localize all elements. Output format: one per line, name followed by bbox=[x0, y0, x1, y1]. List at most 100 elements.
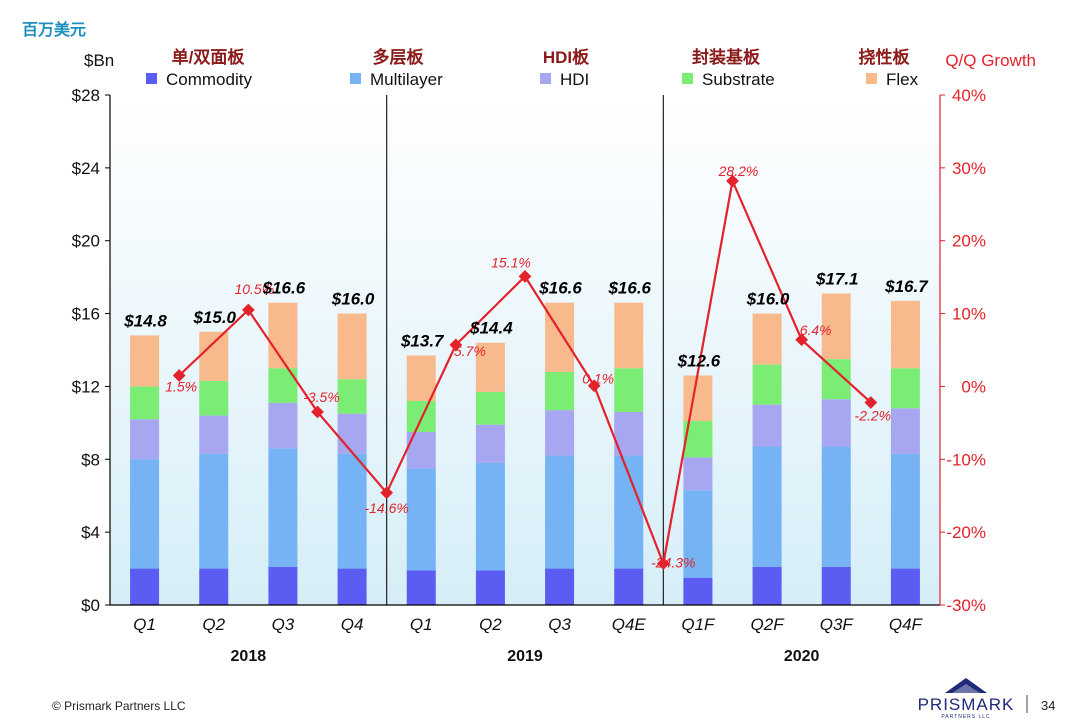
growth-label: -3.5% bbox=[303, 389, 340, 405]
bar-flex-3 bbox=[337, 313, 367, 380]
bar-multilayer-4 bbox=[406, 468, 436, 571]
unit-label-cn: 百万美元 bbox=[22, 20, 86, 39]
bar-multilayer-5 bbox=[475, 462, 505, 571]
bar-total-label: $17.1 bbox=[815, 270, 859, 289]
x-tick-label: Q2 bbox=[202, 615, 225, 634]
bar-substrate-9 bbox=[752, 364, 782, 405]
year-label: 2018 bbox=[231, 648, 267, 665]
y-left-axis-title: $Bn bbox=[84, 51, 114, 70]
bar-substrate-0 bbox=[130, 386, 160, 420]
x-tick-label: Q2 bbox=[479, 615, 502, 634]
bar-hdi-10 bbox=[821, 399, 851, 447]
y-left-tick-label: $20 bbox=[72, 232, 100, 251]
bar-hdi-0 bbox=[130, 419, 160, 460]
x-tick-label: Q1 bbox=[410, 615, 433, 634]
y-right-tick-label: 0% bbox=[961, 377, 986, 396]
y-right-tick-label: 20% bbox=[952, 232, 986, 251]
growth-label: -14.6% bbox=[364, 500, 408, 516]
x-tick-label: Q3F bbox=[820, 615, 855, 634]
growth-label: 1.5% bbox=[165, 379, 197, 395]
y-left-tick-label: $12 bbox=[72, 377, 100, 396]
bar-total-label: $16.6 bbox=[538, 279, 582, 298]
legend-cn-label: 多层板 bbox=[373, 47, 425, 67]
y-left-tick-label: $0 bbox=[81, 596, 100, 615]
bar-commodity-3 bbox=[337, 568, 367, 605]
bar-flex-5 bbox=[475, 342, 505, 392]
bar-multilayer-9 bbox=[752, 446, 782, 567]
bar-total-label: $16.6 bbox=[607, 279, 651, 298]
growth-point bbox=[311, 405, 324, 419]
bar-substrate-2 bbox=[268, 368, 298, 403]
bar-substrate-3 bbox=[337, 379, 367, 414]
y-left-tick-label: $8 bbox=[81, 450, 100, 469]
legend-swatch bbox=[350, 73, 361, 84]
bar-hdi-6 bbox=[545, 410, 575, 456]
bar-hdi-9 bbox=[752, 404, 782, 447]
logo-emblem-icon bbox=[945, 678, 987, 693]
growth-point bbox=[241, 303, 255, 317]
bar-total-label: $12.6 bbox=[677, 352, 721, 371]
bar-multilayer-6 bbox=[545, 455, 575, 569]
growth-label: 10.5% bbox=[234, 281, 274, 297]
legend-swatch bbox=[682, 73, 693, 84]
growth-point bbox=[449, 338, 463, 352]
plot-background bbox=[110, 95, 940, 605]
x-tick-label: Q4E bbox=[612, 615, 647, 634]
bar-commodity-5 bbox=[475, 570, 505, 605]
bar-total-label: $15.0 bbox=[192, 308, 236, 327]
bar-commodity-11 bbox=[890, 568, 920, 605]
bar-commodity-1 bbox=[199, 568, 229, 605]
legend-en-label: Flex bbox=[886, 70, 919, 89]
bar-commodity-2 bbox=[268, 566, 298, 605]
bar-commodity-6 bbox=[545, 568, 575, 605]
legend-en-label: Commodity bbox=[166, 70, 252, 89]
bar-commodity-4 bbox=[406, 570, 436, 605]
bar-flex-1 bbox=[199, 331, 229, 381]
bar-substrate-1 bbox=[199, 380, 229, 416]
x-tick-label: Q3 bbox=[272, 615, 295, 634]
y-right-tick-label: 40% bbox=[952, 86, 986, 105]
bar-flex-0 bbox=[130, 335, 160, 387]
logo-text: PRISMARK bbox=[918, 695, 1015, 714]
bar-substrate-7 bbox=[614, 368, 644, 412]
bar-hdi-1 bbox=[199, 415, 229, 454]
bar-substrate-11 bbox=[890, 368, 920, 409]
bar-commodity-8 bbox=[683, 577, 713, 605]
bar-flex-7 bbox=[614, 302, 644, 369]
year-label: 2019 bbox=[507, 648, 543, 665]
y-right-tick-label: -30% bbox=[946, 596, 986, 615]
logo-emblem-stripe-icon bbox=[952, 684, 980, 693]
bar-total-label: $16.0 bbox=[331, 290, 375, 309]
bar-total-label: $14.4 bbox=[469, 319, 513, 338]
bar-hdi-5 bbox=[475, 424, 505, 463]
bar-flex-2 bbox=[268, 302, 298, 369]
growth-label: -2.2% bbox=[855, 407, 892, 423]
year-label: 2020 bbox=[784, 648, 820, 665]
y-left-tick-label: $24 bbox=[72, 159, 100, 178]
bar-multilayer-3 bbox=[337, 453, 367, 569]
legend-en-label: Multilayer bbox=[370, 70, 443, 89]
bar-flex-10 bbox=[821, 293, 851, 360]
growth-label: 6.4% bbox=[800, 322, 832, 338]
y-left-tick-label: $4 bbox=[81, 523, 100, 542]
legend-swatch bbox=[866, 73, 877, 84]
bar-substrate-6 bbox=[545, 371, 575, 411]
y-right-axis-title: Q/Q Growth bbox=[945, 51, 1036, 70]
bar-multilayer-10 bbox=[821, 446, 851, 567]
bar-flex-8 bbox=[683, 375, 713, 422]
x-tick-label: Q3 bbox=[548, 615, 571, 634]
legend-cn-label: 封装基板 bbox=[692, 47, 761, 67]
bar-total-label: $16.0 bbox=[746, 290, 790, 309]
bar-total-label: $16.6 bbox=[262, 279, 306, 298]
logo-subtext: PARTNERS LLC bbox=[941, 714, 990, 720]
y-left-tick-label: $28 bbox=[72, 86, 100, 105]
x-tick-label: Q4F bbox=[889, 615, 924, 634]
bar-commodity-10 bbox=[821, 566, 851, 605]
growth-label: 15.1% bbox=[491, 254, 531, 270]
x-tick-label: Q1F bbox=[681, 615, 716, 634]
bar-total-label: $13.7 bbox=[400, 331, 445, 350]
y-right-tick-label: -20% bbox=[946, 523, 986, 542]
